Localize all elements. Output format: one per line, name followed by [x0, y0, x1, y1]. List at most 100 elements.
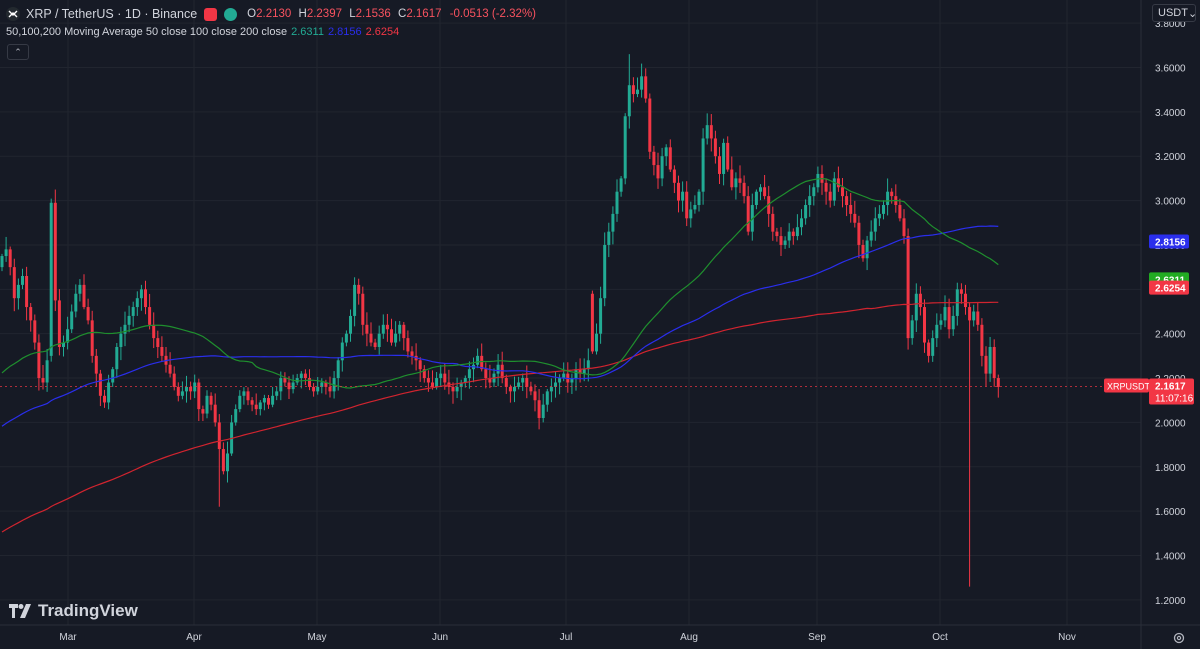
currency-button[interactable]: USDT ⌄ [1152, 4, 1198, 22]
candle-body [496, 364, 500, 374]
candle-body [615, 191, 619, 214]
tradingview-logo[interactable]: TradingView [9, 601, 138, 621]
candle-body [406, 338, 410, 352]
candle-body [242, 391, 246, 396]
candle-body [390, 329, 393, 343]
candle-body [176, 386, 180, 396]
ma200-value: 2.6254 [365, 26, 400, 38]
ma100-axis-badge [1149, 234, 1189, 249]
symbol-title[interactable]: XRP / TetherUS · 1D · Binance [26, 7, 198, 21]
candle-body [262, 398, 266, 403]
candle-body [308, 378, 311, 387]
candle-body [939, 320, 943, 325]
close-value: 2.1617 [406, 8, 442, 20]
candle-body [910, 320, 914, 339]
candle-body [205, 395, 209, 414]
candle-body [246, 391, 250, 401]
candle-body [340, 342, 344, 361]
candle-body [746, 196, 750, 232]
chevron-down-icon: ⌄ [1187, 7, 1198, 20]
candle-body [353, 284, 357, 316]
candle-body [701, 138, 705, 192]
candle-body [660, 156, 664, 179]
price-tick-label: 1.8000 [1155, 463, 1186, 474]
candle-body [508, 386, 512, 392]
market-status-icon[interactable] [204, 7, 218, 21]
candle-body [718, 156, 721, 174]
candle-body [33, 320, 37, 343]
candle-body [250, 400, 254, 405]
symbol-badge-label: XRPUSDT [1107, 382, 1151, 392]
candle-body [189, 386, 193, 392]
candle-body [779, 236, 783, 245]
candle-body [299, 373, 303, 379]
candle-body [800, 218, 803, 228]
last-price-value: 2.1617 [1155, 382, 1186, 393]
candle-body [558, 378, 562, 383]
candle-body [172, 373, 176, 387]
gear-icon[interactable] [1172, 631, 1186, 645]
candle-body [144, 289, 147, 308]
candle-body [791, 231, 795, 237]
time-tick-label: Jul [560, 632, 573, 643]
candle-body [90, 320, 94, 356]
candle-body [344, 333, 348, 343]
ma200-line [1, 301, 999, 533]
candle-body [644, 76, 648, 99]
price-tick-label: 1.6000 [1155, 507, 1186, 518]
candle-body [795, 227, 799, 237]
candle-body [287, 382, 291, 390]
candle-body [898, 205, 902, 219]
time-tick-label: Jun [432, 632, 448, 643]
candle-body [4, 249, 8, 257]
candle-body [336, 360, 340, 379]
candle-body [455, 386, 459, 392]
candle-body [964, 293, 967, 308]
candle-body [947, 307, 951, 330]
candle-body [180, 391, 184, 396]
high-value: 2.2397 [306, 8, 342, 20]
candle-body [480, 355, 484, 370]
candle-body [574, 369, 578, 379]
candle-body [98, 373, 102, 396]
candle-body [238, 395, 242, 410]
price-axis: 3.80003.60003.40003.20003.00002.80002.60… [1155, 19, 1186, 607]
candle-body [927, 342, 931, 356]
indicator-label: 50,100,200 Moving Average 50 close 100 c… [6, 26, 288, 38]
candle-body [541, 404, 545, 418]
candle-body [783, 240, 787, 245]
candle-body [86, 307, 90, 321]
candle-body [775, 231, 779, 237]
candle-body [681, 191, 685, 201]
candle-body [467, 369, 471, 379]
low-value: 2.1536 [355, 8, 391, 20]
candle-body [476, 355, 480, 365]
candle-body [16, 284, 20, 299]
last-price-badge [1149, 378, 1194, 405]
candle-body [283, 378, 287, 383]
candle-body [349, 315, 352, 334]
candle-body [70, 311, 74, 330]
candle-body [361, 293, 365, 325]
indicator-legend[interactable]: 50,100,200 Moving Average 50 close 100 c… [6, 26, 399, 38]
candle-body [365, 324, 369, 334]
collapse-legend-button[interactable]: ⌃ [7, 44, 29, 60]
candle-body [808, 196, 812, 206]
candle-body [529, 386, 533, 392]
candle-body [869, 231, 873, 241]
candle-body [152, 324, 156, 339]
moving-averages [1, 178, 999, 533]
candle-body [685, 191, 689, 219]
candle-body [267, 398, 270, 405]
candle-body [115, 346, 119, 370]
candle-body [537, 400, 541, 418]
candle-body [320, 382, 324, 387]
candle-body [935, 324, 939, 339]
candle-body [549, 386, 553, 392]
tradingview-icon [9, 604, 31, 618]
candle-body [627, 85, 631, 117]
data-status-icon[interactable] [224, 7, 238, 21]
candle-body [369, 333, 373, 343]
candle-body [275, 391, 279, 396]
